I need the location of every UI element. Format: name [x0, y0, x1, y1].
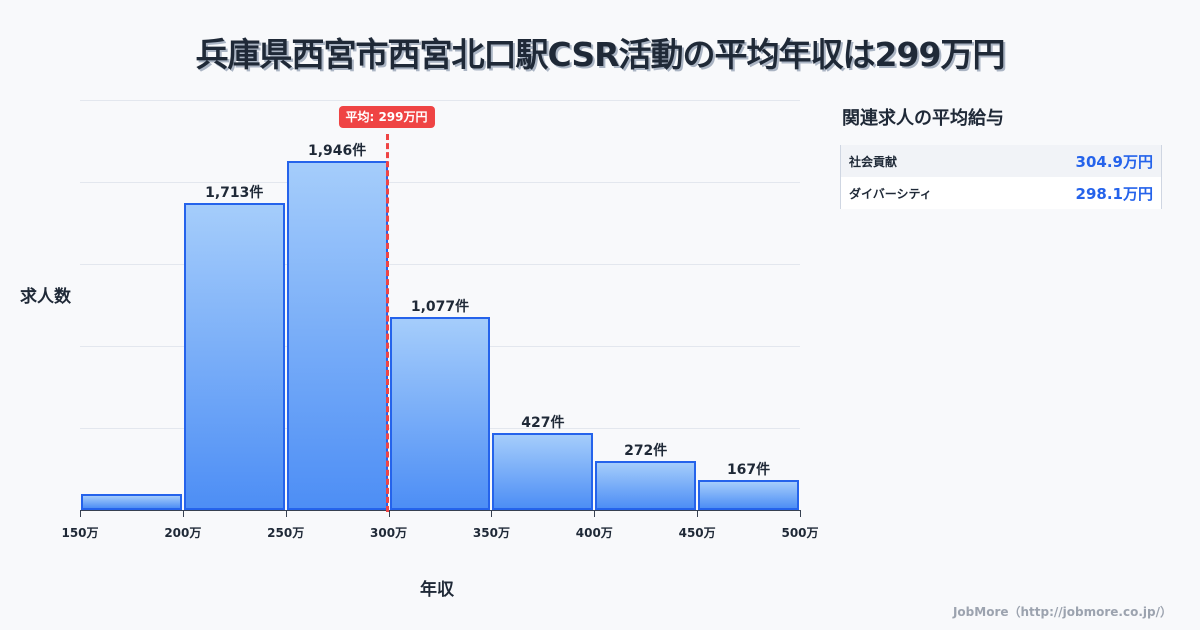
- related-job-name: ダイバーシティ: [849, 186, 932, 201]
- x-axis-label: 年収: [420, 580, 454, 600]
- bar-value-label: 1,946件: [307, 142, 367, 159]
- x-axis-tick: [491, 510, 493, 517]
- related-salary-row: ダイバーシティ 298.1万円: [841, 177, 1161, 209]
- x-axis-tick: [285, 510, 287, 517]
- histogram-chart: 求人数 年収 1,713件 1,946件 1,077件 427件 272件 167件 150…: [20, 100, 819, 600]
- related-salary-row: 社会貢献 304.9万円: [841, 145, 1161, 177]
- bar-value-label: 167件: [726, 462, 771, 479]
- x-tick-label: 350万: [472, 526, 510, 540]
- page-title: 兵庫県西宮市西宮北口駅CSR活動の平均年収は299万円: [195, 35, 1006, 74]
- x-axis-tick: [800, 510, 801, 517]
- histogram-bar: [389, 316, 491, 510]
- related-salary-title: 関連求人の平均給与: [842, 108, 1004, 129]
- x-tick-label: 500万: [781, 526, 819, 540]
- average-badge: 平均: 299万円: [338, 106, 435, 128]
- x-tick-label: 300万: [370, 526, 408, 540]
- related-job-salary: 298.1万円: [1075, 184, 1153, 203]
- x-tick-label: 200万: [164, 526, 202, 540]
- x-axis-tick: [594, 510, 596, 517]
- histogram-bar: [595, 461, 697, 510]
- gridline: [80, 100, 800, 101]
- x-tick-label: 250万: [267, 526, 305, 540]
- y-axis-label: 求人数: [20, 287, 71, 307]
- x-tick-label: 400万: [575, 526, 613, 540]
- related-salary-table: 社会貢献 304.9万円 ダイバーシティ 298.1万円: [840, 145, 1162, 209]
- source-credit: JobMore（http://jobmore.co.jp/）: [952, 605, 1172, 619]
- bar-value-label: 1,077件: [410, 298, 470, 315]
- histogram-bar: [81, 494, 182, 510]
- x-axis-tick: [182, 510, 184, 517]
- gridline: [80, 182, 800, 183]
- x-tick-label: 150万: [61, 526, 99, 540]
- bar-value-label: 272件: [624, 443, 668, 460]
- bar-value-label: 427件: [521, 415, 565, 432]
- gridline: [80, 264, 800, 265]
- histogram-bar: [286, 160, 388, 510]
- related-job-salary: 304.9万円: [1075, 152, 1153, 171]
- histogram-bar: [183, 202, 285, 510]
- x-tick-label: 450万: [678, 526, 716, 540]
- x-axis-tick: [388, 510, 390, 517]
- x-axis-line: [80, 510, 800, 511]
- histogram-bar: [492, 433, 594, 510]
- bar-value-label: 1,713件: [205, 184, 264, 201]
- histogram-bar: [698, 480, 799, 510]
- related-job-name: 社会貢献: [849, 154, 898, 169]
- x-axis-tick: [697, 510, 699, 517]
- x-axis-tick: [80, 510, 81, 517]
- average-line: [385, 134, 389, 512]
